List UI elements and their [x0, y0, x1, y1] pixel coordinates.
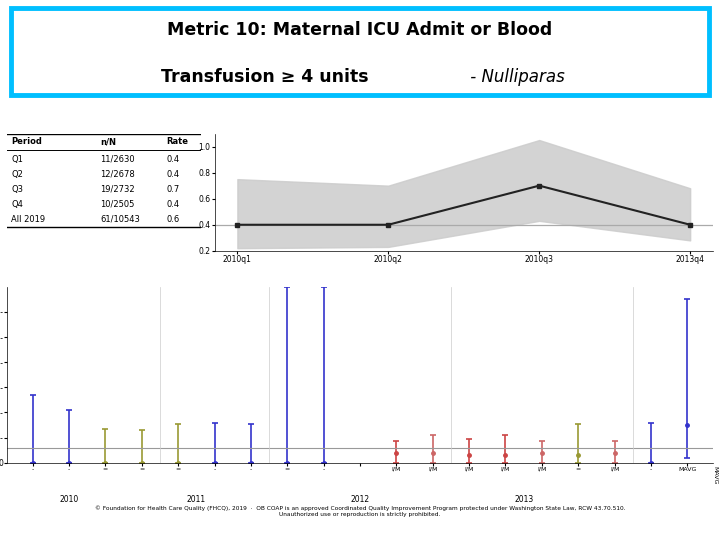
Text: 2010: 2010: [60, 495, 78, 504]
Text: Rate: Rate: [166, 137, 188, 146]
Text: Transfusion ≥ 4 units: Transfusion ≥ 4 units: [161, 68, 369, 86]
Text: 2013: 2013: [514, 495, 534, 504]
Text: - Nulliparas: - Nulliparas: [465, 68, 565, 86]
Text: 0.4: 0.4: [166, 200, 179, 208]
Text: Period: Period: [11, 137, 42, 146]
FancyBboxPatch shape: [11, 8, 709, 95]
Text: 19/2732: 19/2732: [100, 185, 135, 194]
Text: 2012: 2012: [351, 495, 369, 504]
Text: 0.6: 0.6: [166, 215, 179, 224]
Text: 2011: 2011: [186, 495, 206, 504]
Text: All 2019: All 2019: [11, 215, 45, 224]
Text: 61/10543: 61/10543: [100, 215, 140, 224]
Text: © Foundation for Health Care Quality (FHCQ), 2019  ·  OB COAP is an approved Coo: © Foundation for Health Care Quality (FH…: [95, 505, 625, 517]
Text: 11/2630: 11/2630: [100, 154, 135, 164]
Text: 0.4: 0.4: [166, 170, 179, 179]
Text: 12/2678: 12/2678: [100, 170, 135, 179]
Text: Metric 10: Maternal ICU Admit or Blood: Metric 10: Maternal ICU Admit or Blood: [167, 21, 553, 39]
Text: n/N: n/N: [100, 137, 116, 146]
Text: 10/2505: 10/2505: [100, 200, 135, 208]
Text: MAVG: MAVG: [713, 466, 718, 484]
Text: 0.4: 0.4: [166, 154, 179, 164]
Text: Q3: Q3: [11, 185, 23, 194]
Text: Q4: Q4: [11, 200, 23, 208]
Text: 0.7: 0.7: [166, 185, 179, 194]
Text: Q2: Q2: [11, 170, 23, 179]
Text: Q1: Q1: [11, 154, 23, 164]
